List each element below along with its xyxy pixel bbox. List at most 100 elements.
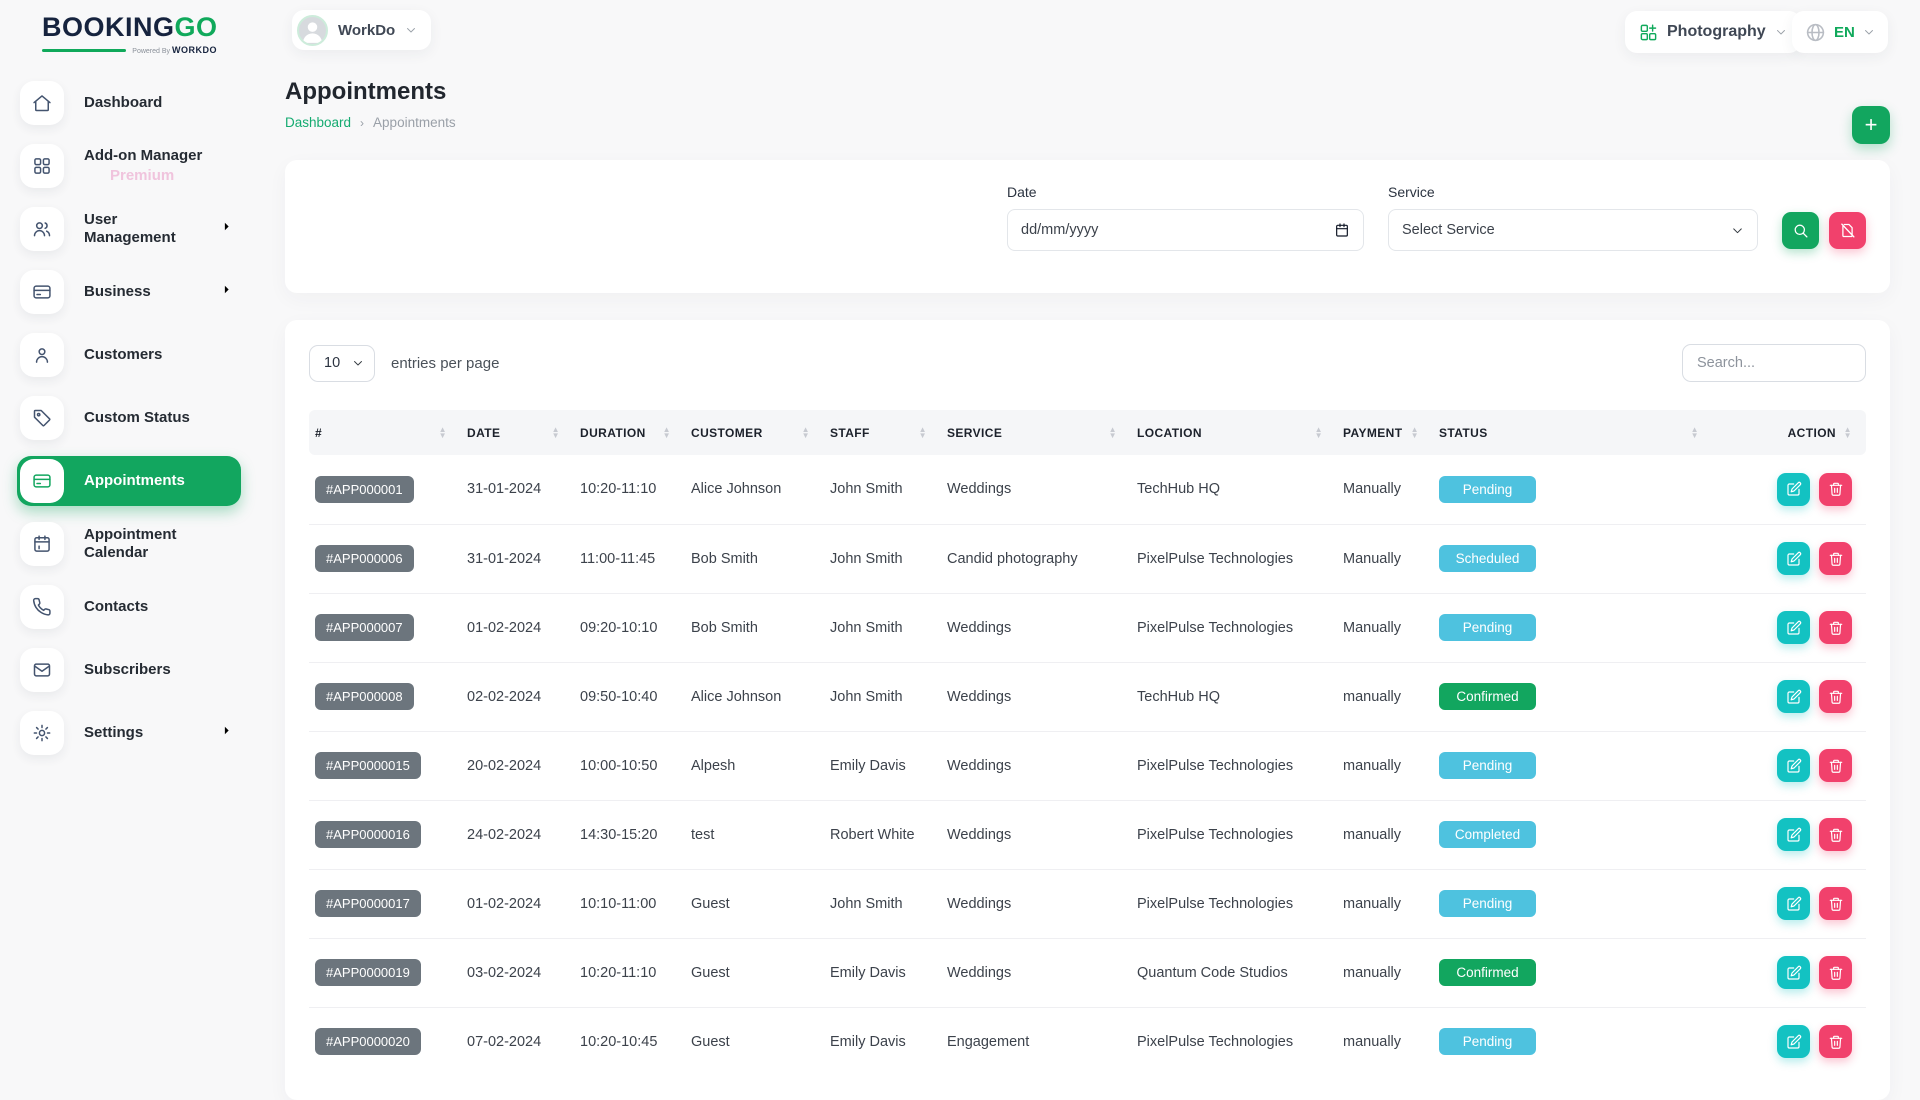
sidebar-item-business[interactable]: Business [17,267,241,317]
table-row: #APP00000131-01-202410:20-11:10Alice Joh… [309,455,1866,524]
cell-date: 03-02-2024 [461,938,574,1007]
module-switcher[interactable]: Photography [1625,11,1801,53]
cell-service: Candid photography [941,524,1131,593]
delete-appointment-button[interactable] [1819,749,1852,782]
add-appointment-button[interactable]: + [1852,106,1890,144]
chevron-right-icon [220,220,233,238]
app-logo: BOOKINGGO Powered By WORKDO [42,12,217,55]
column-header-customer[interactable]: CUSTOMER▲▼ [685,410,824,455]
grid-icon [32,156,52,176]
cell-customer: Guest [685,869,824,938]
column-header-id[interactable]: #▲▼ [309,410,461,455]
cell-service: Weddings [941,593,1131,662]
sidebar-item-sublabel: Premium [110,167,202,185]
top-bar: BOOKINGGO Powered By WORKDO WorkDo Photo… [0,0,1920,62]
delete-appointment-button[interactable] [1819,818,1852,851]
sidebar-item-subscribers[interactable]: Subscribers [17,645,241,695]
trash-icon [1828,896,1844,912]
date-placeholder: dd/mm/yyyy [1021,222,1098,238]
main-content: Appointments Dashboard › Appointments + … [285,78,1890,1100]
sort-arrows-icon: ▲▼ [663,427,671,439]
service-select[interactable]: Select Service [1388,209,1758,251]
delete-appointment-button[interactable] [1819,542,1852,575]
cell-date: 24-02-2024 [461,800,574,869]
sidebar-item-label: Business [84,283,151,301]
chevron-down-icon [352,357,364,369]
sidebar-icon-box [20,648,64,692]
column-header-date[interactable]: DATE▲▼ [461,410,574,455]
cell-service: Weddings [941,869,1131,938]
sidebar-item-label: Dashboard [84,94,162,112]
appointment-id-badge: #APP000007 [315,614,414,641]
edit-appointment-button[interactable] [1777,887,1810,920]
sidebar-item-add-on-manager[interactable]: Add-on ManagerPremium [17,141,241,191]
edit-appointment-button[interactable] [1777,956,1810,989]
status-badge: Confirmed [1439,959,1536,986]
column-header-payment[interactable]: PAYMENT▲▼ [1337,410,1433,455]
edit-appointment-button[interactable] [1777,542,1810,575]
sidebar-icon-box [20,396,64,440]
language-switcher[interactable]: EN [1792,11,1888,53]
status-badge: Confirmed [1439,683,1536,710]
cell-staff: Emily Davis [824,1007,941,1076]
column-header-status[interactable]: STATUS▲▼ [1433,410,1713,455]
cell-service: Weddings [941,662,1131,731]
sidebar-item-user-management[interactable]: User Management [17,204,241,254]
edit-appointment-button[interactable] [1777,749,1810,782]
cell-duration: 09:20-10:10 [574,593,685,662]
delete-appointment-button[interactable] [1819,473,1852,506]
entries-per-page-select[interactable]: 10 [309,345,375,382]
sidebar-icon-box [20,270,64,314]
sidebar-item-dashboard[interactable]: Dashboard [17,78,241,128]
breadcrumb-dashboard-link[interactable]: Dashboard [285,115,351,130]
date-label: Date [1007,184,1364,200]
column-header-action[interactable]: ACTION▲▼ [1713,410,1866,455]
sidebar-icon-box [20,585,64,629]
column-header-staff[interactable]: STAFF▲▼ [824,410,941,455]
search-icon [1792,222,1809,239]
date-input[interactable]: dd/mm/yyyy [1007,209,1364,251]
edit-appointment-button[interactable] [1777,680,1810,713]
appointment-id-badge: #APP0000016 [315,821,421,848]
edit-appointment-button[interactable] [1777,1025,1810,1058]
column-header-service[interactable]: SERVICE▲▼ [941,410,1131,455]
reset-filter-button[interactable] [1829,212,1866,249]
delete-appointment-button[interactable] [1819,956,1852,989]
cell-service: Weddings [941,731,1131,800]
edit-appointment-button[interactable] [1777,818,1810,851]
sidebar-item-appointment-calendar[interactable]: Appointment Calendar [17,519,241,569]
workspace-switcher[interactable]: WorkDo [292,10,431,50]
cell-payment: manually [1337,800,1433,869]
appointment-id-badge: #APP0000019 [315,959,421,986]
user-icon [32,345,52,365]
calendar-icon [32,534,52,554]
search-filter-button[interactable] [1782,212,1819,249]
delete-appointment-button[interactable] [1819,611,1852,644]
edit-icon [1786,758,1802,774]
cell-date: 31-01-2024 [461,455,574,524]
powered-by-label: Powered By WORKDO [132,45,217,55]
cell-staff: John Smith [824,524,941,593]
sidebar-item-contacts[interactable]: Contacts [17,582,241,632]
sidebar-item-settings[interactable]: Settings [17,708,241,758]
appointment-id-badge: #APP0000017 [315,890,421,917]
sidebar-item-custom-status[interactable]: Custom Status [17,393,241,443]
sidebar-item-customers[interactable]: Customers [17,330,241,380]
column-header-location[interactable]: LOCATION▲▼ [1131,410,1337,455]
edit-appointment-button[interactable] [1777,473,1810,506]
delete-appointment-button[interactable] [1819,1025,1852,1058]
sidebar-item-appointments[interactable]: Appointments [17,456,241,506]
edit-appointment-button[interactable] [1777,611,1810,644]
status-badge: Scheduled [1439,545,1536,572]
cell-location: PixelPulse Technologies [1131,1007,1337,1076]
delete-appointment-button[interactable] [1819,680,1852,713]
service-label: Service [1388,184,1758,200]
table-search-input[interactable] [1682,344,1866,382]
column-header-duration[interactable]: DURATION▲▼ [574,410,685,455]
trash-icon [1828,965,1844,981]
cell-location: PixelPulse Technologies [1131,800,1337,869]
delete-appointment-button[interactable] [1819,887,1852,920]
credit-card-icon [32,282,52,302]
cell-duration: 14:30-15:20 [574,800,685,869]
appointment-id-badge: #APP000006 [315,545,414,572]
